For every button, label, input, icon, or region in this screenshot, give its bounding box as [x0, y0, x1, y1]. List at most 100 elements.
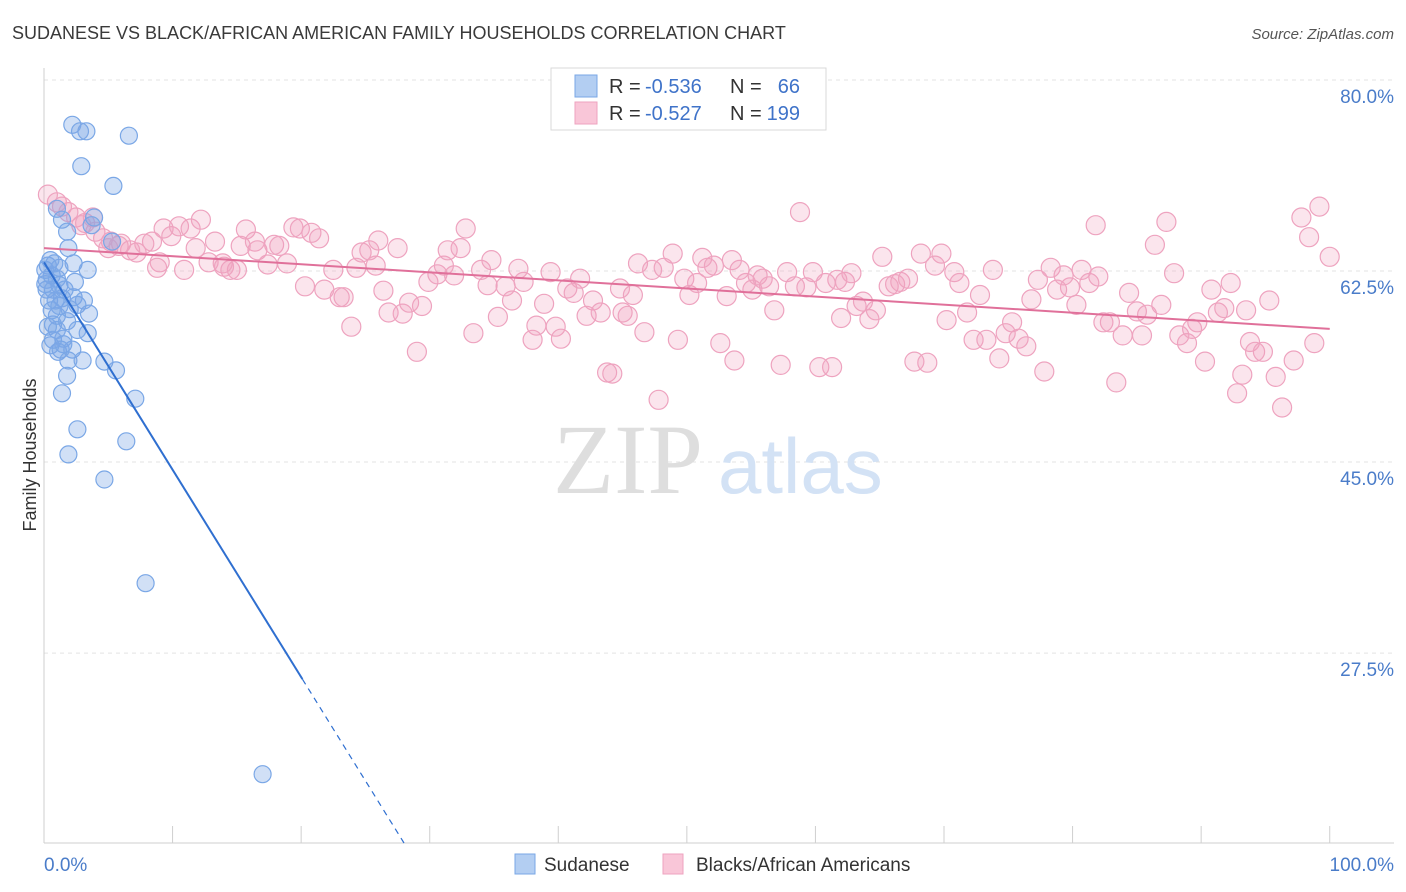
- sudanese-point: [52, 210, 72, 229]
- blacks-african-americans-point: [1169, 325, 1190, 346]
- blacks-african-americans-point: [758, 276, 780, 297]
- blacks-african-americans-swatch: [574, 101, 598, 125]
- sudanese-point: [95, 470, 114, 489]
- sudanese-point: [36, 260, 55, 279]
- sudanese-point: [43, 330, 63, 349]
- blacks-african-americans-point: [134, 233, 155, 254]
- blacks-african-americans-point: [1235, 300, 1257, 321]
- blacks-african-americans-point: [204, 231, 226, 252]
- blacks-african-americans-point: [455, 218, 476, 239]
- blacks-african-americans-point: [141, 231, 163, 252]
- blacks-african-americans-point: [982, 259, 1004, 280]
- blacks-african-americans-point: [351, 242, 372, 263]
- blacks-african-americans-point: [190, 209, 211, 230]
- n-label: N =: [730, 76, 762, 98]
- sudanese-point: [117, 432, 136, 451]
- chart-title: SUDANESE VS BLACK/AFRICAN AMERICAN FAMIL…: [12, 23, 786, 43]
- blacks-african-americans-point: [1319, 246, 1340, 267]
- blacks-african-americans-point: [392, 303, 413, 324]
- blacks-african-americans-point: [653, 257, 674, 278]
- blacks-african-americans-point: [995, 323, 1016, 344]
- blacks-african-americans-point: [540, 262, 561, 283]
- blacks-african-americans-point: [463, 323, 484, 344]
- series-legend-item-sudanese: Sudanese: [514, 853, 630, 876]
- sudanese-point: [50, 296, 69, 316]
- n-value: 66: [778, 76, 800, 98]
- blacks-african-americans-point: [333, 287, 354, 308]
- sudanese-point: [52, 384, 72, 403]
- blacks-african-americans-point: [686, 272, 708, 294]
- blacks-african-americans-point: [1093, 312, 1114, 333]
- blacks-african-americans-point: [269, 235, 290, 256]
- blacks-african-americans-point: [770, 354, 791, 375]
- blacks-african-americans-point: [1226, 383, 1248, 404]
- sudanese-point: [119, 126, 138, 145]
- blacks-african-americans-point: [1040, 257, 1061, 278]
- blacks-african-americans-point: [481, 250, 502, 271]
- y-tick-label: 45.0%: [1340, 469, 1394, 490]
- blacks-african-americans-point: [1265, 366, 1286, 387]
- n-label: N =: [730, 103, 762, 125]
- blacks-african-americans-point: [830, 307, 852, 329]
- blacks-african-americans-point: [1008, 328, 1029, 349]
- stats-legend-row-blacks-african-americans: R = -0.527 N = 199: [574, 101, 800, 125]
- blacks-african-americans-point: [936, 310, 957, 331]
- blacks-african-americans-point: [526, 315, 547, 336]
- blacks-african-americans-point: [1244, 341, 1266, 362]
- stats-legend: R = -0.536 N = 66 R = -0.527 N = 199: [550, 67, 827, 131]
- blacks-african-americans-point: [1136, 304, 1158, 325]
- y-tick-label: 80.0%: [1340, 87, 1394, 108]
- blacks-african-americans-point: [1232, 364, 1253, 385]
- blacks-african-americans-point: [1187, 312, 1208, 333]
- blacks-african-americans-point: [323, 259, 344, 280]
- sudanese-point: [55, 280, 74, 299]
- blacks-african-americans-point: [1283, 350, 1304, 371]
- blacks-african-americans-point: [1088, 266, 1109, 287]
- blacks-african-americans-point: [931, 243, 952, 264]
- blacks-african-americans-point: [365, 255, 386, 276]
- x-tick-marks: [172, 826, 1331, 843]
- sudanese-point: [77, 122, 96, 141]
- trendline-solid: [43, 261, 304, 680]
- blacks-african-americans-point: [917, 352, 938, 373]
- blacks-african-americans-point: [1016, 336, 1037, 357]
- n-value: 199: [767, 103, 800, 125]
- blacks-african-americans-point: [1194, 351, 1216, 372]
- blacks-african-americans-point: [924, 255, 946, 276]
- blacks-african-americans-point: [976, 329, 997, 350]
- blacks-african-americans-point: [1053, 265, 1074, 286]
- blacks-african-americans-point: [841, 263, 862, 284]
- sudanese-point: [47, 199, 67, 218]
- blacks-african-americans-point: [969, 284, 991, 306]
- blacks-african-americans-point: [1131, 325, 1153, 346]
- blacks-african-americans-point: [703, 255, 725, 276]
- blacks-african-americans-point: [634, 322, 655, 343]
- blacks-african-americans-point: [513, 271, 534, 292]
- blacks-african-americans-point: [1291, 207, 1312, 228]
- y-axis-title: Family Households: [20, 378, 40, 531]
- r-value: -0.536: [645, 76, 702, 98]
- blacks-african-americans-point: [477, 275, 498, 296]
- blacks-african-americans-point: [257, 254, 278, 275]
- blacks-african-americans-point: [1151, 294, 1172, 315]
- blacks-african-americans-point: [721, 250, 743, 271]
- blacks-african-americans-point: [821, 357, 843, 378]
- blacks-african-americans-point: [989, 348, 1010, 369]
- blacks-african-americans-point: [1156, 211, 1177, 232]
- sudanese-point: [59, 445, 78, 464]
- sudanese-point: [136, 574, 155, 593]
- blacks-african-americans-point: [1034, 361, 1055, 382]
- x-tick-label-min: 0.0%: [44, 855, 87, 876]
- y-tick-labels: 80.0% 62.5% 45.0% 27.5%: [1340, 87, 1394, 681]
- blacks-african-americans-point: [373, 280, 394, 301]
- blacks-african-americans-points: [37, 184, 1340, 418]
- blacks-african-americans-point: [949, 272, 970, 294]
- r-label: R =: [609, 103, 641, 125]
- blacks-african-americans-point: [387, 238, 408, 259]
- blacks-african-americans-point: [289, 218, 310, 239]
- blacks-african-americans-point: [662, 243, 683, 264]
- sudanese-point: [78, 260, 97, 279]
- sudanese-point: [65, 272, 85, 291]
- sudanese-point: [68, 420, 87, 439]
